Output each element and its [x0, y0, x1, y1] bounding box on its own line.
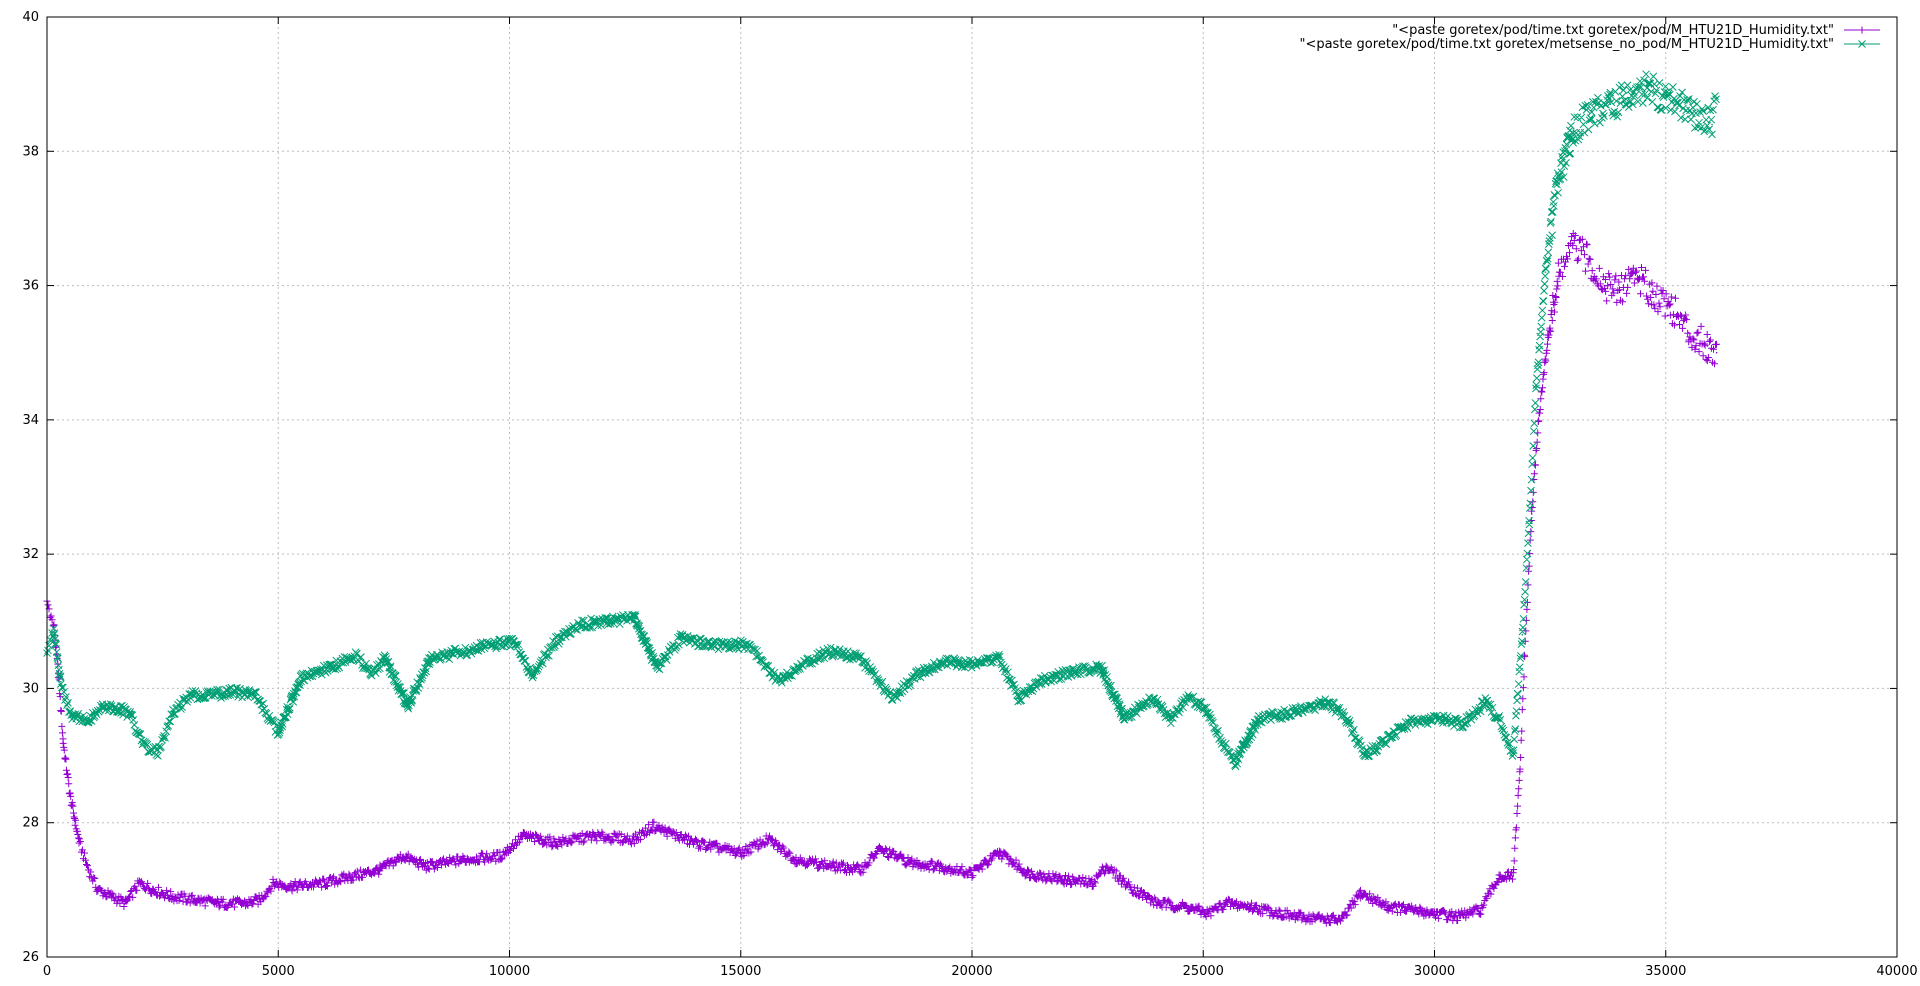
data-point	[1479, 909, 1482, 911]
x-tick-label: 40000	[1876, 964, 1917, 979]
data-point	[1715, 351, 1718, 354]
y-tick-label: 40	[22, 10, 39, 25]
data-point	[1387, 737, 1390, 740]
x-tick-label: 15000	[720, 964, 761, 979]
y-tick-label: 30	[22, 681, 39, 696]
y-tick-label: 38	[22, 144, 39, 159]
series-2	[43, 70, 1720, 771]
legend-entry-series-2: "<paste goretex/pod/time.txt goretex/met…	[1299, 37, 1880, 52]
legend-entry-series-1: "<paste goretex/pod/time.txt goretex/pod…	[1392, 23, 1880, 38]
y-tick-label: 32	[22, 547, 39, 562]
y-tick-label: 28	[22, 816, 39, 831]
y-tick-label: 34	[22, 413, 39, 428]
legend: "<paste goretex/pod/time.txt goretex/pod…	[1299, 23, 1880, 52]
legend-marker-glyph	[1858, 26, 1866, 34]
x-tick-label: 35000	[1645, 964, 1686, 979]
legend-marker-glyph	[1858, 40, 1866, 48]
data-point	[1711, 123, 1713, 126]
x-tick-label: 20000	[951, 964, 992, 979]
data-point	[1651, 291, 1653, 294]
x-tick-label: 10000	[489, 964, 530, 979]
y-tick-label: 26	[22, 950, 39, 965]
legend-label-series-2: "<paste goretex/pod/time.txt goretex/met…	[1299, 37, 1834, 52]
axes: 0 5000 10000 15000 20000 25000 30000 35000 40000…	[22, 10, 1917, 979]
legend-marker-series-2	[1858, 40, 1866, 48]
legend-marker-series-1	[1858, 26, 1866, 34]
x-tick-label: 5000	[262, 964, 295, 979]
y-tick-label: 36	[22, 279, 39, 294]
grid-lines	[47, 17, 1897, 957]
legend-label-series-1: "<paste goretex/pod/time.txt goretex/pod…	[1392, 23, 1834, 38]
x-tick-label: 0	[43, 964, 51, 979]
data-point	[1544, 271, 1547, 273]
data-point	[1521, 633, 1524, 636]
data-point	[60, 680, 62, 683]
data-series	[43, 70, 1721, 927]
x-tick-label: 30000	[1414, 964, 1455, 979]
x-tick-label: 25000	[1183, 964, 1224, 979]
